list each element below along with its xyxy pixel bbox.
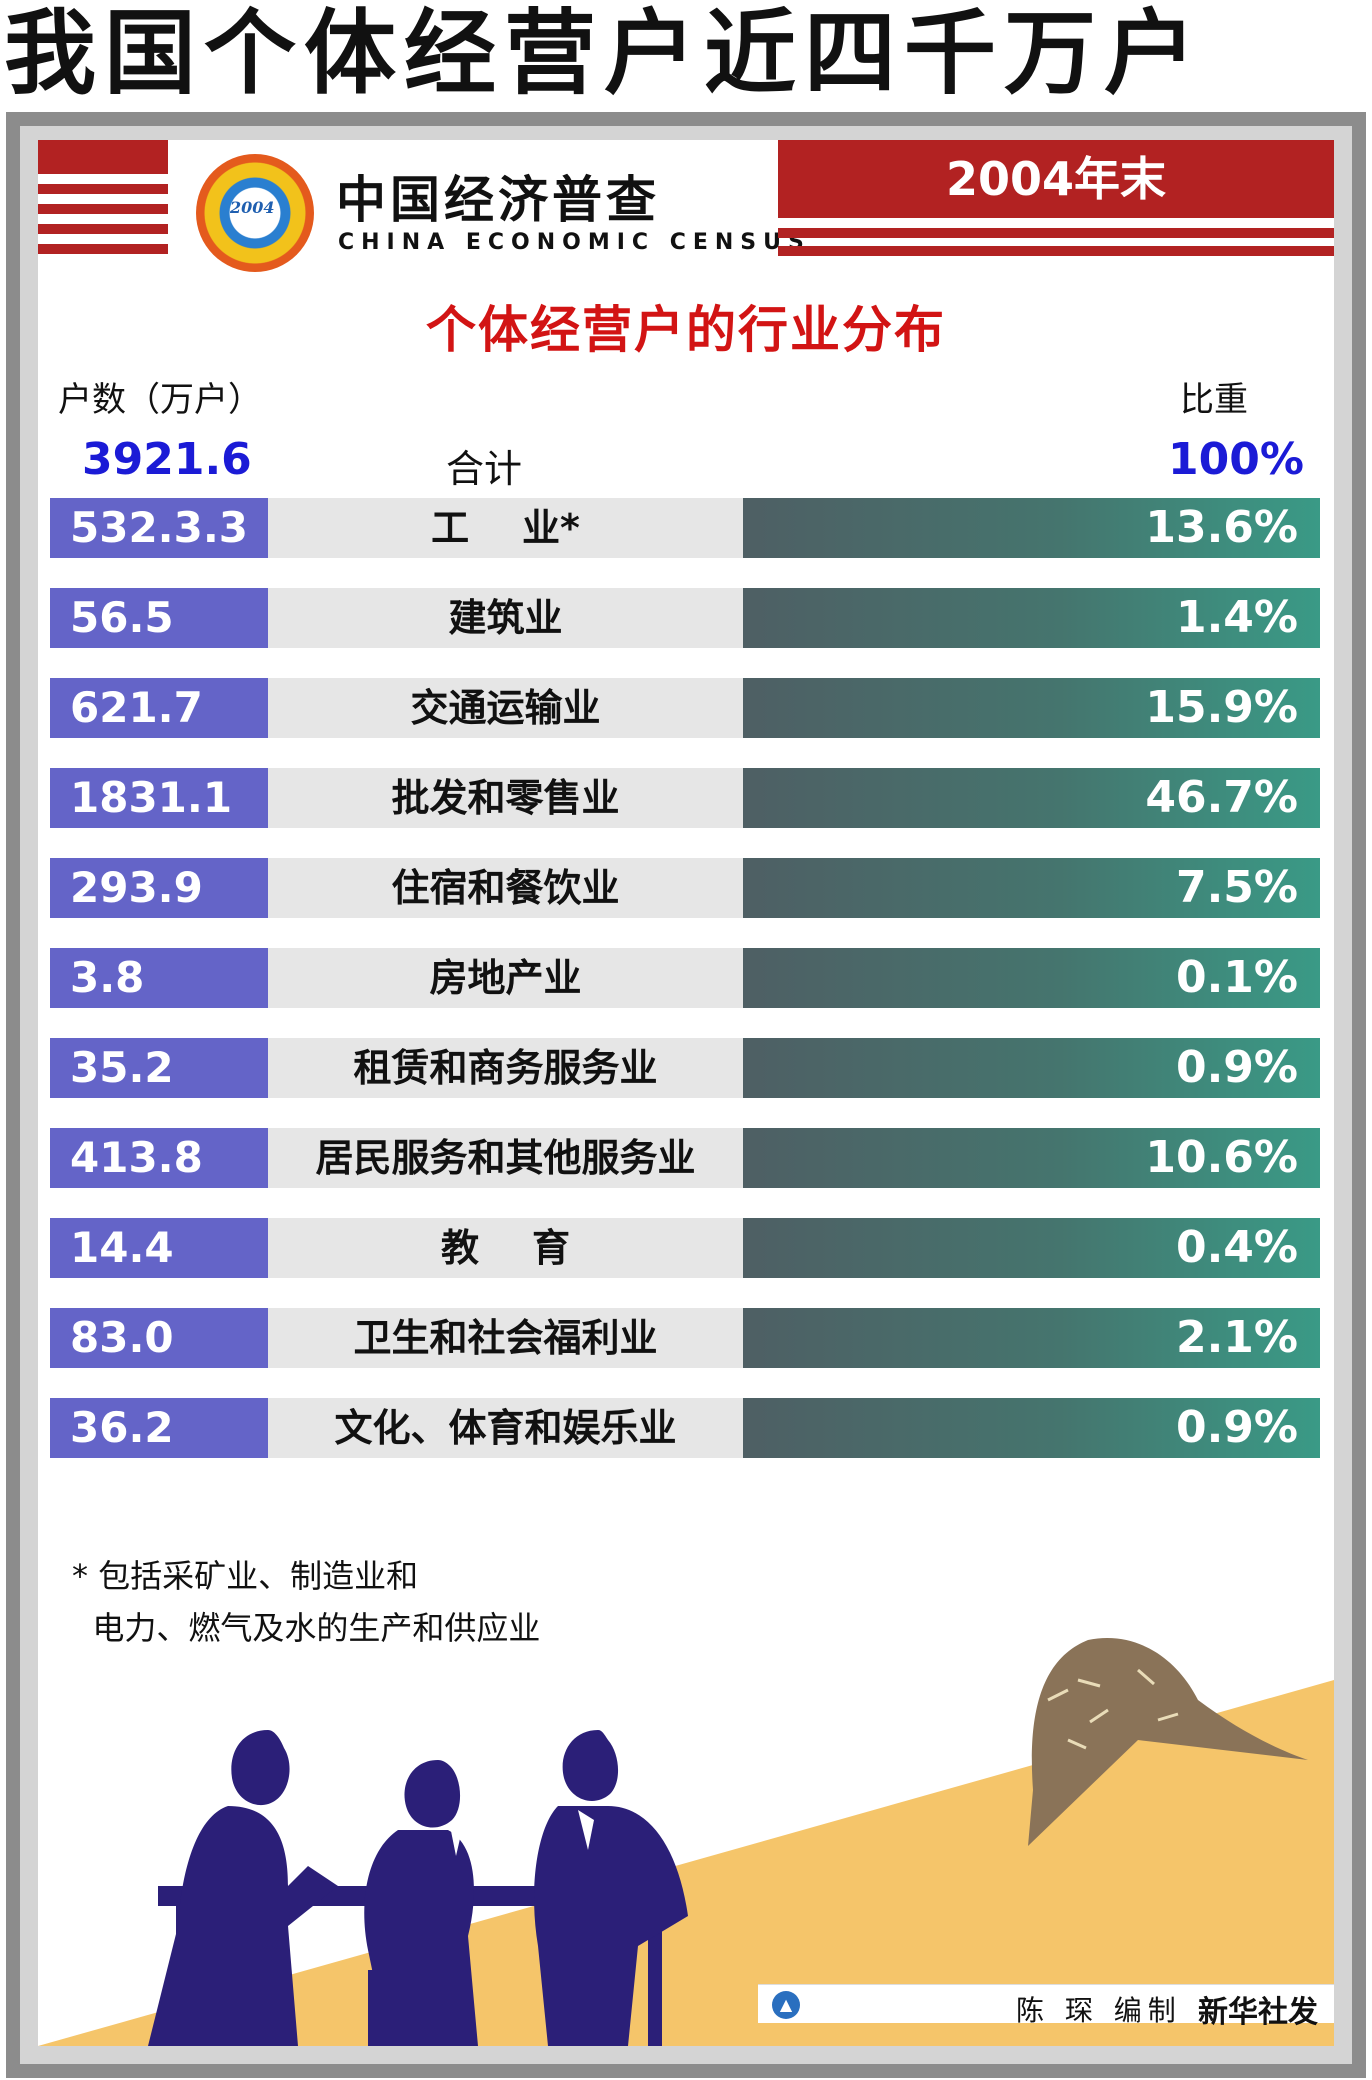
header-date-block: 2004年末 xyxy=(778,140,1334,268)
credit-agency: 新华社发 xyxy=(1198,1995,1318,2030)
row-count: 14.4 xyxy=(50,1218,268,1278)
row-share-bar: 0.1% xyxy=(743,948,1320,1008)
table-row: 35.2 租赁和商务服务业 0.9% xyxy=(50,1038,1320,1098)
row-count: 413.8 xyxy=(50,1128,268,1188)
row-share-bar: 13.6% xyxy=(743,498,1320,558)
footnote-line-1: * 包括采矿业、制造业和 xyxy=(72,1557,419,1595)
share-column-header: 比重 xyxy=(1180,380,1248,420)
row-count: 3.8 xyxy=(50,948,268,1008)
poster-frame-inner: 2004 中国经济普查 CHINA ECONOMIC CENSUS 2004年末… xyxy=(20,126,1352,2064)
count-column-header: 户数（万户） xyxy=(58,380,262,420)
table-row: 293.9 住宿和餐饮业 7.5% xyxy=(50,858,1320,918)
person-man-icon xyxy=(404,1760,461,1828)
row-share: 0.9% xyxy=(1175,1402,1298,1453)
census-logo-icon: 2004 xyxy=(196,154,314,272)
total-label: 合计 xyxy=(446,447,523,491)
row-industry: 批发和零售业 xyxy=(268,768,743,828)
table-row: 1831.1 批发和零售业 46.7% xyxy=(50,768,1320,828)
chart-subtitle: 个体经营户的行业分布 xyxy=(426,301,946,359)
table-row: 36.2 文化、体育和娱乐业 0.9% xyxy=(50,1398,1320,1458)
sand-slope-shape xyxy=(38,1680,1334,2046)
date-label: 2004年末 xyxy=(778,140,1334,218)
row-share: 10.6% xyxy=(1145,1132,1298,1183)
row-share: 0.1% xyxy=(1175,952,1298,1003)
row-share-bar: 15.9% xyxy=(743,678,1320,738)
row-count: 56.5 xyxy=(50,588,268,648)
row-share: 46.7% xyxy=(1145,772,1298,823)
illustration-business-people xyxy=(38,1638,1334,2046)
page-headline: 我国个体经营户近四千万户 xyxy=(4,0,1205,107)
row-count: 293.9 xyxy=(50,858,268,918)
table-row: 83.0 卫生和社会福利业 2.1% xyxy=(50,1308,1320,1368)
row-industry: 住宿和餐饮业 xyxy=(268,858,743,918)
xinhua-logo-icon: ▲ xyxy=(772,1991,800,2019)
table-row: 14.4 教 育 0.4% xyxy=(50,1218,1320,1278)
poster-panel: 2004 中国经济普查 CHINA ECONOMIC CENSUS 2004年末… xyxy=(38,140,1334,2046)
row-share-bar: 1.4% xyxy=(743,588,1320,648)
row-industry: 工 业* xyxy=(268,498,743,558)
row-share: 1.4% xyxy=(1175,592,1298,643)
row-share-bar: 7.5% xyxy=(743,858,1320,918)
row-industry: 交通运输业 xyxy=(268,678,743,738)
row-count: 35.2 xyxy=(50,1038,268,1098)
poster-frame: 2004 中国经济普查 CHINA ECONOMIC CENSUS 2004年末… xyxy=(6,112,1366,2078)
row-industry: 居民服务和其他服务业 xyxy=(268,1128,743,1188)
haystack-icon xyxy=(1028,1638,1308,1846)
row-share-bar: 46.7% xyxy=(743,768,1320,828)
table-row: 532.3.3 工 业* 13.6% xyxy=(50,498,1320,558)
row-share-bar: 0.9% xyxy=(743,1038,1320,1098)
row-count: 532.3.3 xyxy=(50,498,268,558)
row-industry: 教 育 xyxy=(268,1218,743,1278)
row-share: 2.1% xyxy=(1175,1312,1298,1363)
row-industry: 租赁和商务服务业 xyxy=(268,1038,743,1098)
credit-bar: ▲ 陈 琛 编制 新华社发 xyxy=(758,1984,1334,2030)
table-row: 3.8 房地产业 0.1% xyxy=(50,948,1320,1008)
footnote-line-2: 电力、燃气及水的生产和供应业 xyxy=(72,1609,541,1647)
row-count: 83.0 xyxy=(50,1308,268,1368)
person-man-icon xyxy=(562,1730,619,1801)
person-woman-icon xyxy=(231,1730,290,1806)
row-industry: 卫生和社会福利业 xyxy=(268,1308,743,1368)
table-row: 56.5 建筑业 1.4% xyxy=(50,588,1320,648)
total-count: 3921.6 xyxy=(82,434,252,485)
row-share-bar: 2.1% xyxy=(743,1308,1320,1368)
logo-year: 2004 xyxy=(230,198,275,217)
footnote: * 包括采矿业、制造业和 电力、燃气及水的生产和供应业 xyxy=(72,1550,540,1654)
credit-author: 陈 琛 编制 xyxy=(1016,1994,1182,2027)
row-share: 0.9% xyxy=(1175,1042,1298,1093)
row-industry: 文化、体育和娱乐业 xyxy=(268,1398,743,1458)
row-count: 621.7 xyxy=(50,678,268,738)
row-share-bar: 0.9% xyxy=(743,1398,1320,1458)
table-row: 621.7 交通运输业 15.9% xyxy=(50,678,1320,738)
row-share: 15.9% xyxy=(1145,682,1298,733)
table-row: 413.8 居民服务和其他服务业 10.6% xyxy=(50,1128,1320,1188)
row-share: 7.5% xyxy=(1175,862,1298,913)
header-stripes-left xyxy=(38,140,168,268)
row-share-bar: 0.4% xyxy=(743,1218,1320,1278)
row-share: 13.6% xyxy=(1145,502,1298,553)
row-industry: 房地产业 xyxy=(268,948,743,1008)
briefcase-icon xyxy=(368,1970,458,2046)
row-industry: 建筑业 xyxy=(268,588,743,648)
row-count: 36.2 xyxy=(50,1398,268,1458)
row-count: 1831.1 xyxy=(50,768,268,828)
row-share: 0.4% xyxy=(1175,1222,1298,1273)
total-share: 100% xyxy=(1168,434,1304,485)
row-share-bar: 10.6% xyxy=(743,1128,1320,1188)
census-title-en: CHINA ECONOMIC CENSUS xyxy=(338,230,811,255)
census-title-cn: 中国经济普查 xyxy=(336,171,660,229)
census-logo-block: 2004 中国经济普查 CHINA ECONOMIC CENSUS xyxy=(186,146,804,272)
